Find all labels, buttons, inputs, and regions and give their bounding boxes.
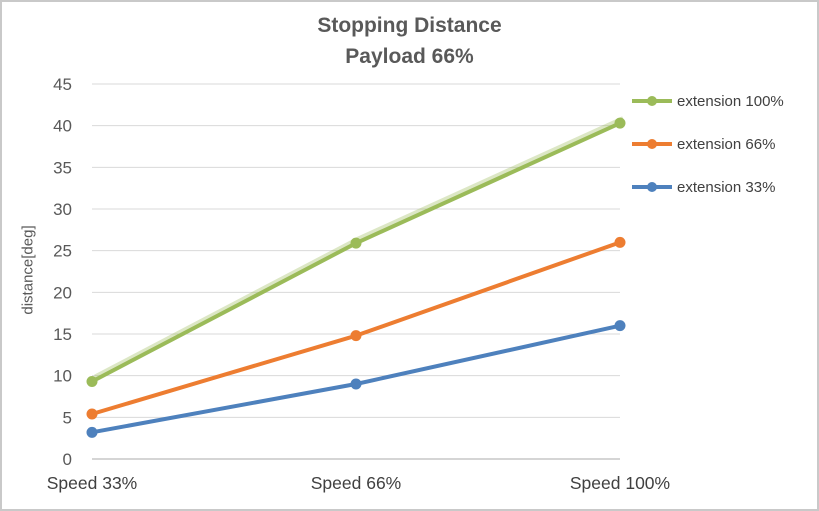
legend-line-marker-icon <box>632 96 672 106</box>
x-category-label: Speed 100% <box>570 473 670 493</box>
y-tick-label: 30 <box>53 200 72 219</box>
y-tick-label: 40 <box>53 117 72 136</box>
legend-line-marker-icon <box>632 182 672 192</box>
y-tick-label: 20 <box>53 283 72 302</box>
chart-title-line2: Payload 66% <box>345 45 474 68</box>
legend-label: extension 66% <box>677 135 776 153</box>
y-tick-label: 0 <box>63 450 72 469</box>
y-tick-label: 5 <box>63 408 72 427</box>
data-point-marker <box>350 378 362 390</box>
legend-line-marker-icon <box>632 139 672 149</box>
data-point-marker <box>614 236 626 248</box>
legend-label: extension 100% <box>677 92 784 110</box>
legend-label: extension 33% <box>677 178 776 196</box>
data-point-marker <box>86 376 98 387</box>
legend-entry-extension-66: extension 66% <box>632 131 784 157</box>
y-tick-label: 35 <box>53 158 72 177</box>
x-category-label: Speed 66% <box>311 473 402 493</box>
data-point-marker <box>86 408 98 420</box>
data-point-marker <box>350 237 362 249</box>
data-point-marker <box>350 330 362 342</box>
legend-entry-extension-33: extension 33% <box>632 174 784 200</box>
series-glow <box>94 116 624 379</box>
y-tick-label: 10 <box>53 367 72 386</box>
y-tick-label: 25 <box>53 242 72 261</box>
data-point-marker <box>614 117 626 129</box>
chart-title: Stopping Distance Payload 66% <box>2 10 817 72</box>
y-tick-label: 45 <box>53 75 72 94</box>
y-tick-label: 15 <box>53 325 72 344</box>
legend: extension 100% extension 66% extension 3… <box>632 88 784 200</box>
x-category-label: Speed 33% <box>47 473 138 493</box>
chart-title-line1: Stopping Distance <box>317 14 502 37</box>
data-point-marker <box>614 320 626 332</box>
legend-entry-extension-100: extension 100% <box>632 88 784 114</box>
data-point-marker <box>86 426 98 438</box>
